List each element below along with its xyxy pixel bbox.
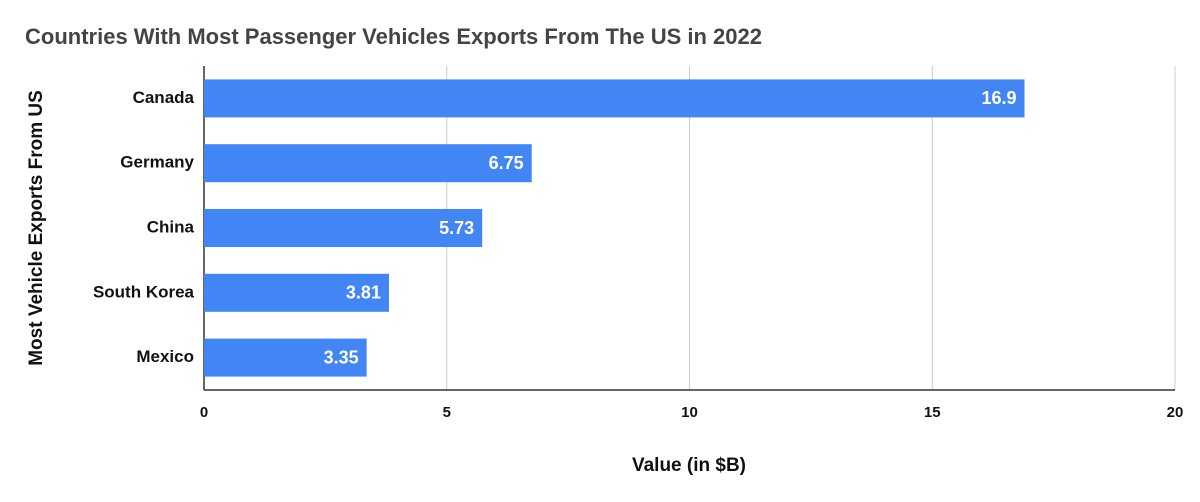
y-tick-label: Germany xyxy=(120,153,194,172)
y-tick-label: South Korea xyxy=(93,282,195,301)
data-label: 3.35 xyxy=(324,347,359,367)
x-tick-label: 5 xyxy=(443,404,451,421)
bar xyxy=(204,338,367,377)
data-label: 6.75 xyxy=(489,153,524,173)
bar xyxy=(204,209,483,247)
y-tick-label: Canada xyxy=(133,88,195,107)
y-tick-label: Mexico xyxy=(136,347,194,366)
data-label: 16.9 xyxy=(981,88,1016,108)
bar xyxy=(204,273,389,312)
x-tick-label: 0 xyxy=(200,404,208,421)
y-axis-label: Most Vehicle Exports From US xyxy=(26,90,47,366)
x-tick-label: 10 xyxy=(681,404,698,421)
data-label: 5.73 xyxy=(439,218,474,238)
bar xyxy=(204,144,532,183)
data-label: 3.81 xyxy=(346,283,381,303)
x-axis-label: Value (in $B) xyxy=(632,455,746,476)
bar xyxy=(204,79,1025,118)
chart-title: Countries With Most Passenger Vehicles E… xyxy=(25,24,762,49)
y-tick-label: China xyxy=(147,217,195,236)
x-tick-label: 20 xyxy=(1167,404,1184,421)
x-tick-label: 15 xyxy=(924,404,941,421)
